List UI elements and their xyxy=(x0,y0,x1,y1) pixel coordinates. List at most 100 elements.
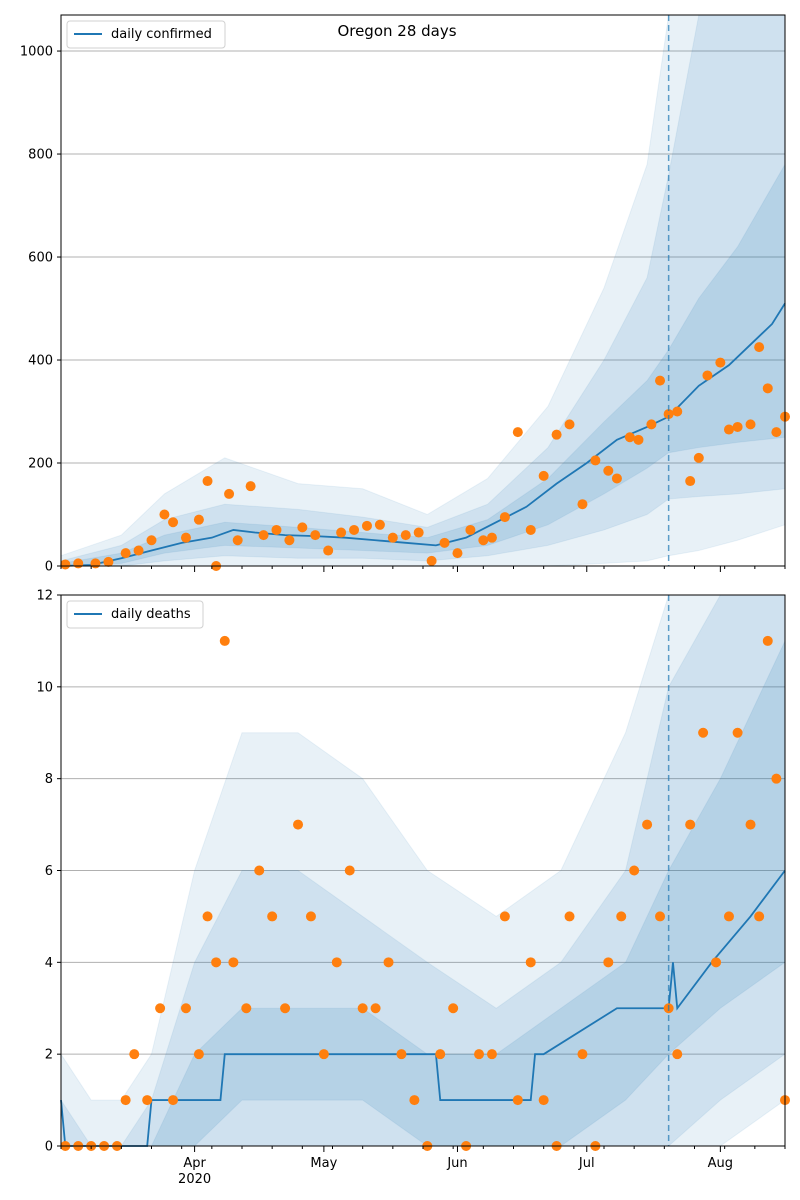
point-deaths xyxy=(435,1049,446,1060)
legend-label-deaths: daily deaths xyxy=(111,607,191,622)
point-deaths xyxy=(331,957,342,968)
point-deaths xyxy=(512,1095,523,1106)
point-deaths xyxy=(685,819,696,830)
series-confirmed xyxy=(60,302,786,567)
panel-confirmed: 0 200 400 600 800 1000 Oregon 28 days daily c… xyxy=(20,14,790,575)
point-confirmed xyxy=(258,530,269,541)
point-confirmed xyxy=(663,409,674,420)
point-confirmed xyxy=(202,476,213,487)
ytick-label-deaths: 6 xyxy=(45,864,53,879)
point-confirmed xyxy=(60,559,71,570)
point-deaths xyxy=(603,957,614,968)
point-deaths xyxy=(120,1095,131,1106)
point-deaths xyxy=(305,911,316,922)
point-confirmed xyxy=(224,488,235,499)
point-confirmed xyxy=(336,527,347,538)
point-confirmed xyxy=(120,548,131,559)
point-confirmed xyxy=(655,375,666,386)
ytick-label-confirmed: 200 xyxy=(28,457,53,472)
point-confirmed xyxy=(512,427,523,438)
point-confirmed xyxy=(146,535,157,546)
line-confirmed xyxy=(60,302,786,567)
point-deaths xyxy=(241,1003,252,1014)
point-confirmed xyxy=(245,481,256,492)
xtick-label-deaths: Apr xyxy=(183,1156,206,1171)
point-deaths xyxy=(711,957,722,968)
point-deaths xyxy=(267,911,278,922)
point-deaths xyxy=(280,1003,291,1014)
point-deaths xyxy=(228,957,239,968)
point-confirmed xyxy=(603,465,614,476)
point-confirmed xyxy=(90,558,101,569)
point-confirmed xyxy=(486,532,497,543)
series-deaths xyxy=(60,869,786,1147)
ytick-label-confirmed: 800 xyxy=(28,148,53,163)
ytick-label-confirmed: 1000 xyxy=(20,45,53,60)
point-deaths xyxy=(486,1049,497,1060)
point-confirmed xyxy=(551,429,562,440)
point-deaths xyxy=(219,635,230,646)
point-deaths xyxy=(723,911,734,922)
xtick-label-deaths: May xyxy=(310,1156,337,1171)
point-confirmed xyxy=(168,517,179,528)
point-deaths xyxy=(577,1049,588,1060)
point-deaths xyxy=(745,819,756,830)
legend-confirmed: daily confirmed xyxy=(66,20,226,49)
point-confirmed xyxy=(159,509,170,520)
point-deaths xyxy=(370,1003,381,1014)
point-confirmed xyxy=(413,527,424,538)
point-deaths xyxy=(655,911,666,922)
point-deaths xyxy=(538,1095,549,1106)
ytick-label-confirmed: 400 xyxy=(28,354,53,369)
ytick-label-deaths: 2 xyxy=(45,1048,53,1063)
point-deaths xyxy=(642,819,653,830)
point-confirmed xyxy=(525,524,536,535)
point-confirmed xyxy=(723,424,734,435)
point-confirmed xyxy=(590,455,601,466)
point-deaths xyxy=(155,1003,166,1014)
point-confirmed xyxy=(685,476,696,487)
point-deaths xyxy=(293,819,304,830)
point-confirmed xyxy=(193,514,204,525)
point-deaths xyxy=(211,957,222,968)
plot-area-confirmed xyxy=(61,15,785,566)
xtick-label-deaths: Jul xyxy=(578,1156,595,1171)
point-confirmed xyxy=(297,522,308,533)
point-confirmed xyxy=(611,473,622,484)
point-confirmed xyxy=(577,499,588,510)
line-deaths xyxy=(60,869,786,1147)
legend-label-confirmed: daily confirmed xyxy=(111,27,212,42)
point-deaths xyxy=(698,727,709,738)
axes-frame-deaths xyxy=(60,594,786,1147)
chart-title: Oregon 28 days xyxy=(337,22,456,40)
point-confirmed xyxy=(361,520,372,531)
point-confirmed xyxy=(672,406,683,417)
point-confirmed xyxy=(400,530,411,541)
xtick-sublabel-deaths: 2020 xyxy=(178,1172,211,1187)
point-confirmed xyxy=(732,421,743,432)
point-deaths xyxy=(448,1003,459,1014)
ytick-label-deaths: 12 xyxy=(36,589,53,604)
point-deaths xyxy=(168,1095,179,1106)
point-confirmed xyxy=(624,432,635,443)
point-deaths xyxy=(499,911,510,922)
point-deaths xyxy=(672,1049,683,1060)
point-confirmed xyxy=(762,383,773,394)
point-confirmed xyxy=(715,357,726,368)
point-confirmed xyxy=(310,530,321,541)
point-deaths xyxy=(564,911,575,922)
point-deaths xyxy=(318,1049,329,1060)
point-confirmed xyxy=(323,545,334,556)
point-confirmed xyxy=(646,419,657,430)
ytick-label-deaths: 4 xyxy=(45,956,53,971)
point-confirmed xyxy=(771,427,782,438)
xtick-label-deaths: Aug xyxy=(708,1156,733,1171)
yticks-confirmed: 0 200 400 600 800 1000 xyxy=(20,45,61,575)
point-confirmed xyxy=(538,470,549,481)
yticks-deaths: 0 2 4 6 8 10 12 xyxy=(36,589,61,1155)
point-confirmed xyxy=(73,558,84,569)
point-confirmed xyxy=(349,524,360,535)
point-deaths xyxy=(254,865,265,876)
